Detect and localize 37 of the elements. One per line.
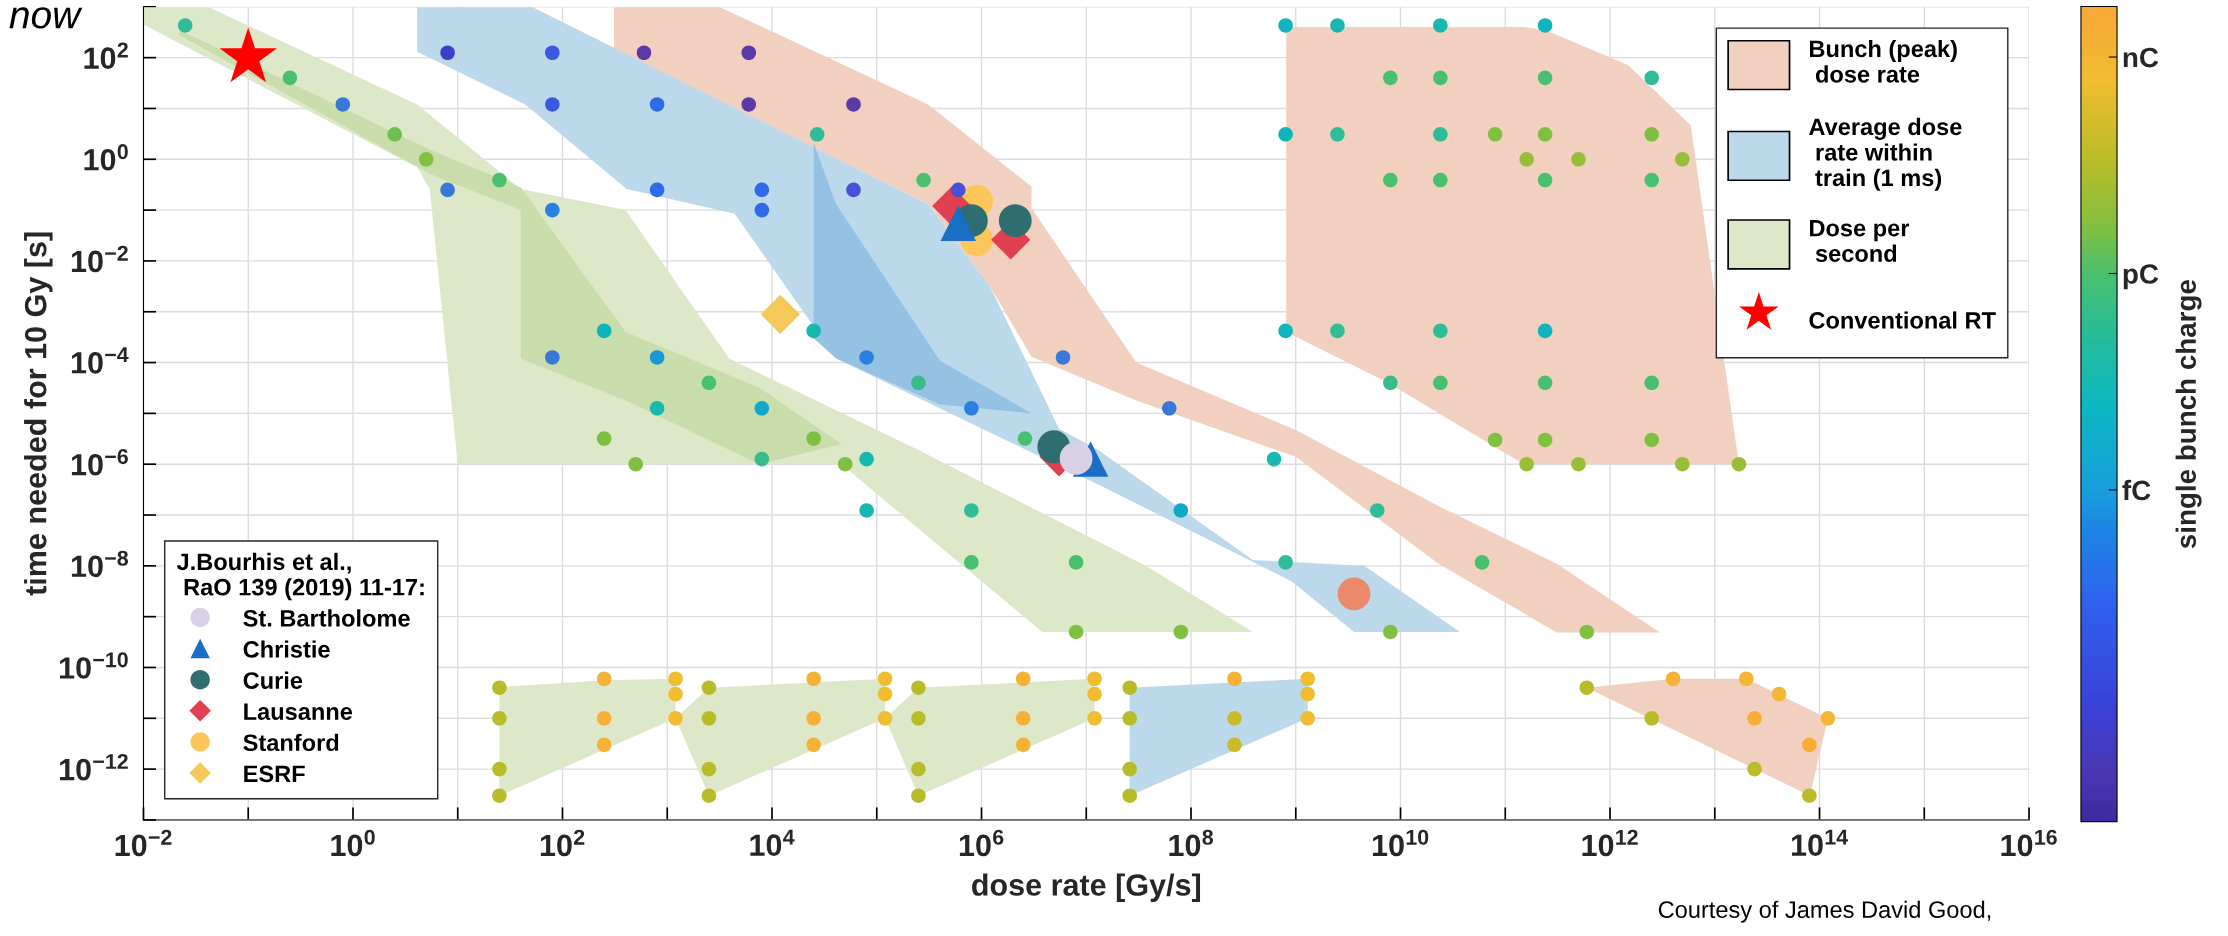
y-tick-label: 10$^{−2}$ [71, 245, 128, 273]
x-tick-label: 10$^{2}$ [540, 829, 585, 857]
legend-label: Stanford [243, 733, 339, 752]
text: now [9, 7, 83, 29]
y-axis-title: time needed for 10 Gy [s] [24, 232, 53, 596]
color-bar-label: pC [2123, 264, 2159, 290]
x-tick-label: 10$^{12}$ [1582, 829, 1638, 857]
y-tick-label: 10$^{−10}$ [60, 652, 128, 679]
legend-label: Conventional RT [1809, 311, 1996, 329]
legend-label: Bunch (peak) dose rate [1810, 39, 1957, 83]
legend-label: Dose per second [1810, 220, 1910, 262]
y-tick-label: 10$^{0}$ [84, 144, 128, 171]
x-tick-label: 10$^{4}$ [750, 829, 795, 857]
legend-label: Christie [243, 640, 330, 658]
x-tick-label: 10$^{10}$ [1372, 829, 1429, 857]
x-tick-label: 10$^{16}$ [2001, 829, 2057, 857]
y-tick-label: 10$^{−6}$ [71, 449, 128, 476]
y-tick-label: 10$^{−12}$ [60, 753, 128, 781]
color-bar-title: single bunch charge [2175, 280, 2202, 549]
y-tick-label: 10$^{−4}$ [71, 347, 129, 374]
legend-label: St. Bartholome [243, 609, 410, 627]
x-tick-label: 10$^{14}$ [1791, 829, 1848, 857]
x-tick-label: 10$^{8}$ [1169, 829, 1213, 857]
y-tick-label: 10$^{−8}$ [71, 550, 129, 578]
color-bar-label: nC [2123, 47, 2159, 68]
text: Courtesy of James David Good, [1658, 900, 1991, 923]
legend-title: J.Bourhis et al., RaO 139 (2019) 11-17: [176, 552, 424, 601]
x-tick-label: 10$^{0}$ [331, 829, 375, 857]
legend-label: Average dose rate within train (1 ms) [1809, 117, 1962, 191]
y-tick-label: 10$^{2}$ [84, 42, 128, 69]
legend-label: ESRF [244, 765, 305, 783]
x-axis-title: dose rate [Gy/s] [972, 873, 1201, 902]
x-tick-label: 10$^{6}$ [959, 829, 1004, 857]
color-bar-label: fC [2122, 479, 2151, 501]
x-tick-label: 10$^{−2}$ [115, 829, 172, 857]
legend-label: Lausanne [244, 703, 353, 720]
legend-label: Curie [243, 671, 303, 689]
